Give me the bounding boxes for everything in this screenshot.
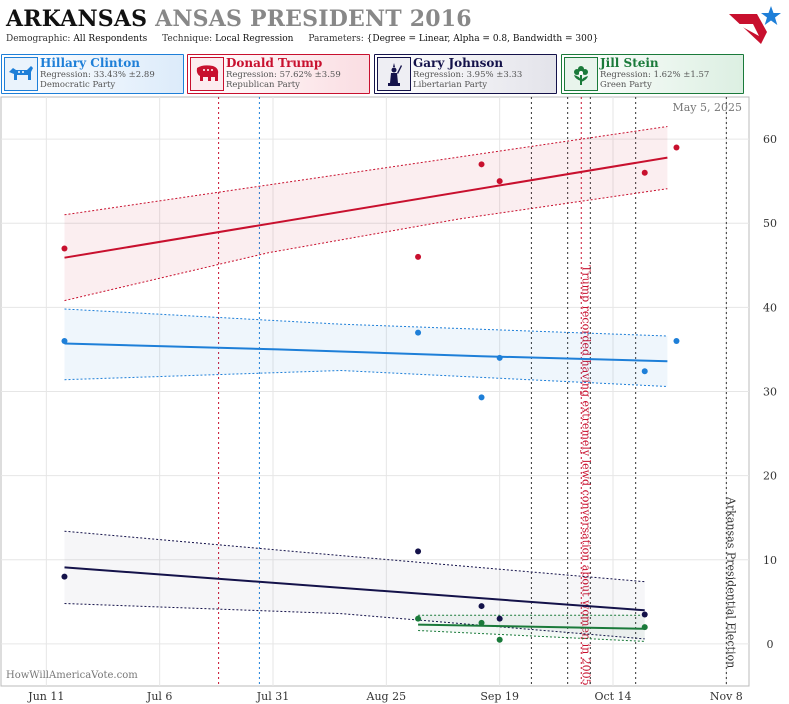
parameters-value: {Degree = Linear, Alpha = 0.8, Bandwidth… [366, 34, 599, 44]
poll-point [641, 611, 648, 618]
poll-point [641, 169, 648, 176]
flower-icon [564, 57, 598, 91]
title-state: ARKANSAS [6, 6, 148, 32]
candidate-regression: Regression: 33.43% ±2.89 [40, 70, 155, 80]
event-label: Trump recorded having extremely lewd con… [579, 265, 592, 686]
confidence-band [64, 531, 645, 639]
candidate-regression: Regression: 3.95% ±3.33 [413, 70, 523, 80]
demographic-label: Demographic: [6, 34, 71, 44]
upper-bound-line [64, 126, 668, 216]
poll-point [415, 329, 422, 336]
poll-point [478, 394, 485, 401]
regression-lines [64, 156, 668, 630]
y-tick-label: 30 [763, 386, 777, 399]
y-tick-label: 0 [767, 638, 774, 651]
donkey-icon [4, 57, 38, 91]
poll-chart: Trump recorded having extremely lewd con… [0, 96, 777, 703]
regression-line [64, 566, 645, 612]
demographic-value: All Respondents [73, 34, 148, 44]
x-tick-label: Aug 25 [366, 690, 407, 703]
poll-point [496, 636, 503, 643]
candidate-party: Libertarian Party [413, 80, 488, 90]
candidate-name: Hillary Clinton [40, 56, 140, 70]
candidate-party: Democratic Party [40, 80, 116, 90]
site-logo-icon [729, 6, 781, 44]
poll-point [61, 573, 68, 580]
y-tick-label: 60 [763, 133, 777, 146]
parameters-label: Parameters: [308, 34, 364, 44]
candidate-card-johnson: Gary Johnson Regression: 3.95% ±3.33 Lib… [374, 54, 557, 94]
page-title: ARKANSAS ANSAS PRESIDENT 2016 [6, 6, 472, 32]
regression-line [64, 342, 668, 363]
chart-header: ARKANSAS ANSAS PRESIDENT 2016 Demographi… [0, 0, 789, 50]
lower-bound-line [64, 603, 645, 640]
upper-bound-line [64, 530, 645, 583]
event-label: Arkansas Presidential Election [724, 496, 737, 668]
lower-bound-line [64, 188, 668, 302]
regression-line [418, 623, 645, 630]
confidence-band [64, 309, 668, 387]
x-tick-label: Nov 8 [710, 690, 743, 703]
poll-point [641, 624, 648, 631]
y-tick-label: 40 [763, 301, 777, 314]
watermark: HowWillAmericaVote.com [6, 670, 138, 681]
grid-lines [1, 97, 749, 686]
x-axis-ticks: Jun 11 Jul 6 Jul 31 Aug 25 Sep 19 Oct 14 Nov 8 [27, 690, 743, 703]
poll-point [673, 144, 680, 151]
candidate-regression: Regression: 1.62% ±1.57 [600, 70, 710, 80]
candidate-party: Green Party [600, 80, 652, 90]
x-tick-label: Jun 11 [27, 690, 64, 703]
technique-value: Local Regression [215, 34, 294, 44]
parameters-line: Demographic: All Respondents Technique: … [6, 34, 610, 44]
poll-point [673, 338, 680, 345]
candidate-regression: Regression: 57.62% ±3.59 [226, 70, 341, 80]
x-tick-label: Jul 31 [256, 690, 290, 703]
lower-bound-line [418, 630, 645, 642]
poll-point [478, 603, 485, 610]
candidate-card-trump: Donald Trump Regression: 57.62% ±3.59 Re… [187, 54, 370, 94]
poll-point [415, 253, 422, 260]
liberty-statue-icon [377, 57, 411, 91]
poll-points [61, 144, 680, 643]
candidate-legend: Hillary Clinton Regression: 33.43% ±2.89… [0, 54, 789, 94]
chart-date: May 5, 2025 [672, 101, 742, 114]
y-tick-label: 50 [763, 217, 777, 230]
upper-bound-line [64, 308, 668, 337]
confidence-band [418, 615, 645, 642]
title-rest: ANSAS PRESIDENT 2016 [155, 6, 472, 32]
poll-point [641, 368, 648, 375]
event-lines: Trump recorded having extremely lewd con… [218, 97, 737, 686]
x-tick-label: Jul 6 [146, 690, 173, 703]
confidence-band [64, 126, 668, 301]
y-tick-label: 10 [763, 554, 777, 567]
poll-point [496, 178, 503, 185]
candidate-name: Jill Stein [600, 56, 659, 70]
poll-point [478, 161, 485, 168]
x-tick-label: Sep 19 [480, 690, 519, 703]
candidate-name: Donald Trump [226, 56, 323, 70]
lower-bound-line [64, 369, 668, 387]
elephant-icon [190, 57, 224, 91]
y-axis-ticks: 0 10 20 30 40 50 60 [763, 133, 777, 651]
candidate-card-stein: Jill Stein Regression: 1.62% ±1.57 Green… [561, 54, 744, 94]
x-tick-label: Oct 14 [594, 690, 631, 703]
confidence-bands [64, 126, 668, 642]
technique-label: Technique: [162, 34, 213, 44]
poll-point [61, 338, 68, 345]
regression-line [64, 156, 668, 259]
candidate-card-clinton: Hillary Clinton Regression: 33.43% ±2.89… [1, 54, 184, 94]
poll-point [415, 615, 422, 622]
poll-point [415, 548, 422, 555]
y-tick-label: 20 [763, 470, 777, 483]
poll-point [496, 615, 503, 622]
candidate-name: Gary Johnson [413, 56, 504, 70]
poll-point [496, 354, 503, 361]
candidate-party: Republican Party [226, 80, 300, 90]
poll-point [61, 245, 68, 252]
poll-point [478, 619, 485, 626]
